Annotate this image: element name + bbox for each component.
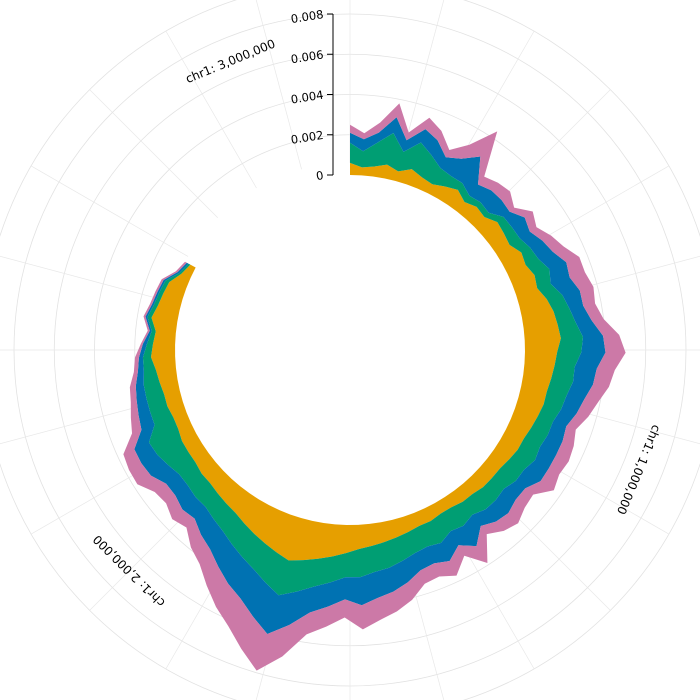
position-label: chr1: 3,000,000 — [184, 37, 278, 87]
stacked-areas — [123, 103, 626, 671]
radial-tick-label: 0 — [315, 168, 324, 183]
radial-tick-label: 0.006 — [290, 47, 325, 66]
grid-spoke — [0, 255, 170, 302]
grid-spoke — [165, 30, 257, 189]
radial-tick-label: 0.002 — [290, 128, 325, 147]
radial-tick-label: 0.004 — [290, 88, 325, 107]
radial-ticks: 0 0.002 0.004 0.006 0.008 — [290, 7, 333, 183]
grid-spoke — [30, 165, 189, 257]
grid-spoke — [255, 0, 302, 170]
position-label: chr1: 1,000,000 — [614, 423, 664, 517]
radial-tick-label: 0.008 — [290, 7, 325, 26]
grid-spoke — [89, 89, 218, 218]
area-series-4 — [123, 103, 626, 671]
